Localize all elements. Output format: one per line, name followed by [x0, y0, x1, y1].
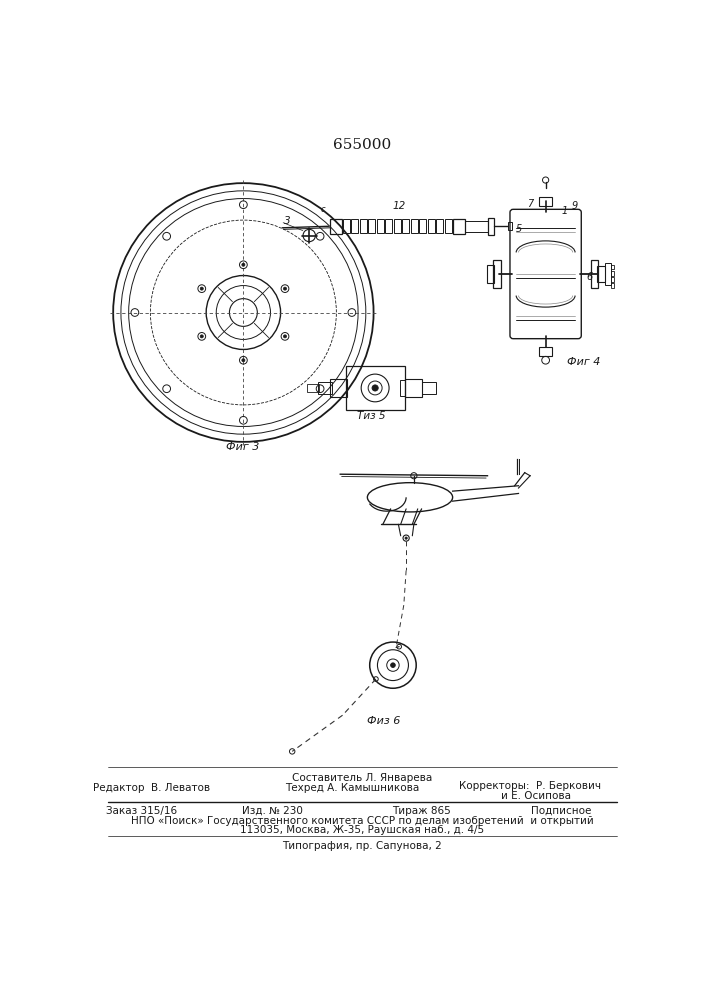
- Bar: [611, 277, 614, 282]
- Text: Заказ 315/16: Заказ 315/16: [105, 806, 177, 816]
- Bar: [590, 260, 598, 288]
- Circle shape: [284, 287, 286, 290]
- Text: и Е. Осипова: и Е. Осипова: [501, 791, 571, 801]
- Text: 5: 5: [515, 224, 522, 234]
- Text: 1: 1: [561, 206, 568, 216]
- Bar: [400, 380, 404, 396]
- Bar: [539, 197, 552, 206]
- Text: 9: 9: [572, 201, 578, 211]
- Bar: [421, 382, 436, 394]
- Text: Типография, пр. Сапунова, 2: Типография, пр. Сапунова, 2: [282, 841, 442, 851]
- Bar: [411, 219, 418, 233]
- Text: 12: 12: [392, 201, 405, 211]
- Bar: [404, 379, 421, 397]
- Text: Подписное: Подписное: [531, 806, 591, 816]
- Text: Тираж 865: Тираж 865: [392, 806, 451, 816]
- Bar: [343, 219, 349, 233]
- Bar: [351, 219, 358, 233]
- Bar: [394, 219, 401, 233]
- Text: Фиг 3: Фиг 3: [226, 442, 259, 452]
- Bar: [445, 219, 452, 233]
- Text: 113035, Москва, Ж-35, Раушская наб., д. 4/5: 113035, Москва, Ж-35, Раушская наб., д. …: [240, 825, 484, 835]
- Bar: [428, 219, 435, 233]
- Text: Корректоры:  Р. Беркович: Корректоры: Р. Беркович: [459, 781, 601, 791]
- Text: 6: 6: [587, 272, 593, 282]
- Circle shape: [284, 335, 286, 338]
- Bar: [419, 219, 426, 233]
- Bar: [611, 265, 614, 269]
- Text: Тиз 5: Тиз 5: [357, 411, 386, 421]
- Circle shape: [200, 287, 204, 290]
- Text: 655000: 655000: [333, 138, 391, 152]
- Bar: [330, 219, 341, 234]
- Circle shape: [391, 663, 395, 667]
- Text: Техред А. Камышникова: Техред А. Камышникова: [285, 783, 419, 793]
- Text: 3: 3: [284, 216, 291, 226]
- Bar: [360, 219, 367, 233]
- Bar: [611, 271, 614, 276]
- Text: Фиг 4: Фиг 4: [566, 357, 600, 367]
- Bar: [465, 221, 489, 232]
- Text: Составитель Л. Январева: Составитель Л. Январева: [292, 773, 432, 783]
- Bar: [377, 219, 384, 233]
- Text: c: c: [321, 205, 325, 214]
- Circle shape: [405, 537, 407, 539]
- Bar: [436, 219, 443, 233]
- Bar: [486, 265, 494, 283]
- Bar: [330, 379, 347, 397]
- Bar: [307, 384, 320, 392]
- Bar: [539, 347, 552, 356]
- Circle shape: [372, 385, 378, 391]
- Bar: [493, 260, 501, 288]
- Bar: [317, 382, 332, 394]
- Bar: [385, 219, 392, 233]
- Text: Редактор  В. Леватов: Редактор В. Леватов: [93, 783, 211, 793]
- Text: Физ 6: Физ 6: [368, 716, 401, 726]
- Bar: [346, 366, 404, 410]
- Text: Изд. № 230: Изд. № 230: [243, 806, 303, 816]
- Circle shape: [242, 263, 245, 266]
- Bar: [402, 219, 409, 233]
- Bar: [597, 266, 604, 282]
- Text: НПО «Поиск» Государственного комитета СССР по делам изобретений  и открытий: НПО «Поиск» Государственного комитета СС…: [131, 816, 593, 826]
- Bar: [453, 219, 465, 234]
- Bar: [508, 222, 513, 230]
- Bar: [604, 263, 611, 285]
- Text: 7: 7: [527, 199, 533, 209]
- Bar: [368, 219, 375, 233]
- Circle shape: [242, 359, 245, 362]
- Bar: [611, 283, 614, 288]
- Bar: [489, 218, 494, 235]
- Circle shape: [200, 335, 204, 338]
